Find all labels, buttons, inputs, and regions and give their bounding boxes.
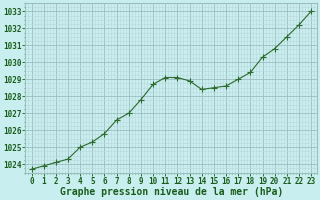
X-axis label: Graphe pression niveau de la mer (hPa): Graphe pression niveau de la mer (hPa): [60, 187, 283, 197]
